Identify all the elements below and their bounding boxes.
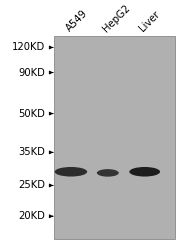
FancyBboxPatch shape	[54, 36, 175, 239]
Text: 20KD: 20KD	[19, 211, 45, 221]
Text: HepG2: HepG2	[101, 3, 132, 34]
Text: 90KD: 90KD	[19, 68, 45, 78]
Text: 120KD: 120KD	[12, 42, 45, 52]
Text: 50KD: 50KD	[19, 108, 45, 118]
Text: 35KD: 35KD	[19, 147, 45, 157]
Ellipse shape	[97, 169, 119, 177]
Text: Liver: Liver	[138, 9, 162, 34]
Text: A549: A549	[64, 8, 89, 34]
Ellipse shape	[55, 167, 87, 176]
Ellipse shape	[129, 167, 160, 176]
Text: 25KD: 25KD	[18, 180, 45, 190]
